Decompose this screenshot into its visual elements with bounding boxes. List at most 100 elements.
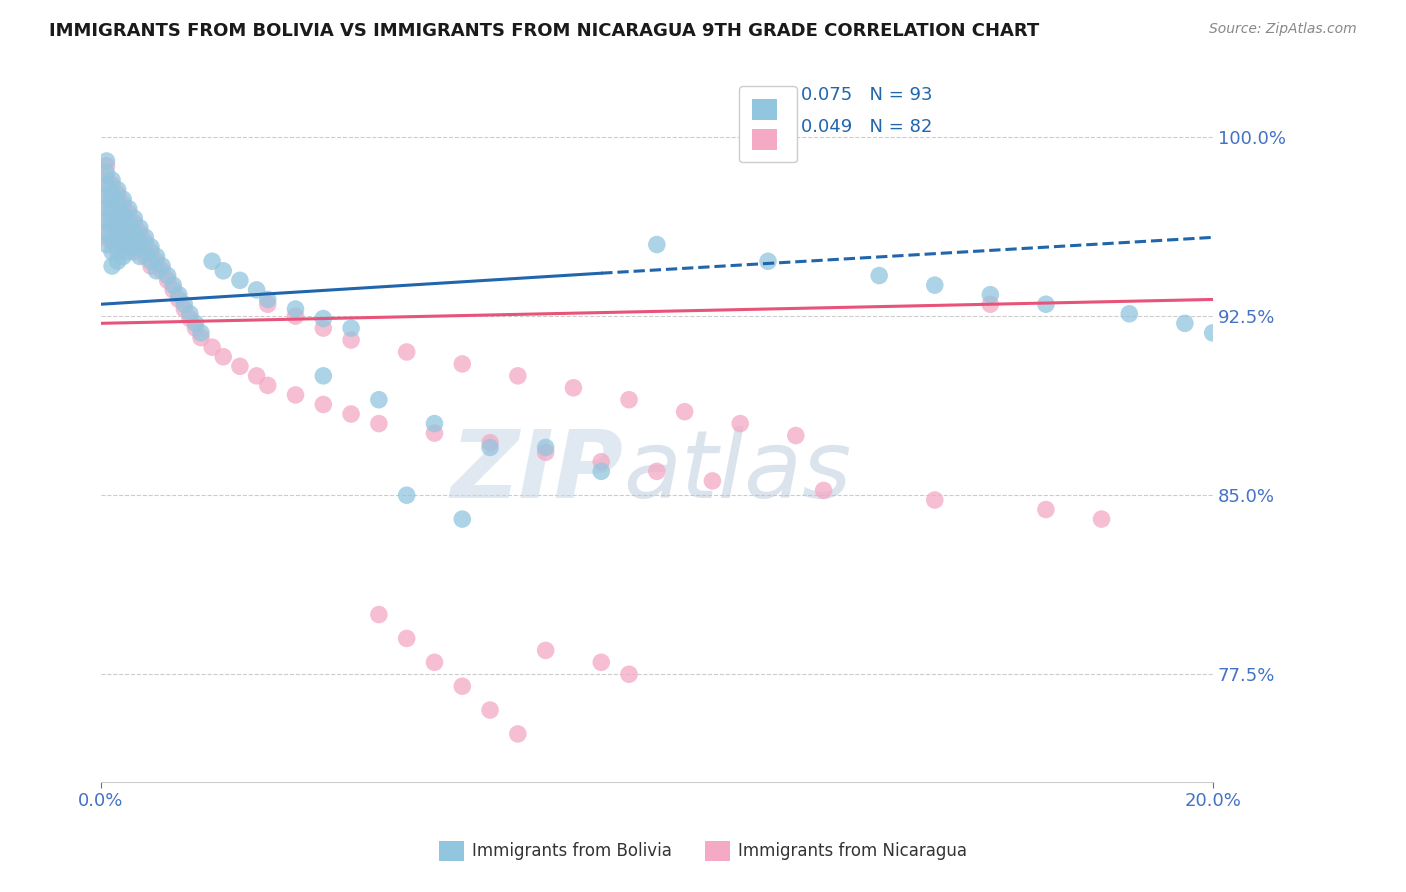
Point (107, 202, 129, 216)
Point (756, 254, 779, 268)
Point (112, 240, 135, 254)
Point (785, 428, 807, 442)
Point (101, 173, 124, 187)
Point (107, 183, 129, 197)
Point (284, 309, 307, 323)
Legend: , : , (740, 87, 797, 162)
Point (118, 244, 141, 259)
Point (246, 283, 269, 297)
Point (112, 192, 135, 206)
Point (134, 250, 156, 264)
Point (728, 417, 751, 431)
Point (107, 216, 129, 230)
Point (124, 216, 146, 230)
Point (96, 159, 118, 173)
Point (229, 273, 252, 287)
Point (479, 435, 502, 450)
Point (617, 667, 640, 681)
Point (256, 378, 278, 392)
Point (645, 237, 668, 252)
Point (179, 307, 201, 321)
Point (184, 321, 207, 335)
Point (395, 345, 418, 359)
Point (118, 235, 141, 249)
Point (190, 326, 212, 340)
Point (112, 211, 135, 226)
Point (118, 202, 141, 216)
Point (201, 340, 224, 354)
Point (134, 235, 156, 249)
Point (924, 493, 946, 508)
Point (124, 226, 146, 240)
Point (702, 474, 724, 488)
Point (395, 488, 418, 502)
Point (145, 254, 167, 268)
Point (96, 226, 118, 240)
Point (139, 254, 162, 268)
Point (312, 321, 335, 335)
Point (124, 240, 146, 254)
Point (101, 206, 124, 220)
Point (101, 192, 124, 206)
Text: R = 0.075   N = 93: R = 0.075 N = 93 (762, 86, 934, 104)
Text: R = 0.049   N = 82: R = 0.049 N = 82 (762, 118, 932, 136)
Point (107, 254, 129, 268)
Point (145, 264, 167, 278)
Point (101, 244, 124, 259)
Point (479, 441, 502, 455)
Point (134, 230, 156, 244)
Point (367, 417, 389, 431)
Point (101, 202, 124, 216)
Text: ZIP: ZIP (450, 425, 623, 518)
Point (139, 244, 162, 259)
Point (229, 359, 252, 374)
Point (96, 187, 118, 202)
Point (150, 264, 173, 278)
Point (112, 235, 135, 249)
Point (184, 316, 207, 330)
Point (591, 455, 613, 469)
Point (162, 278, 184, 293)
Point (145, 250, 167, 264)
Point (1035, 297, 1057, 311)
Point (128, 226, 150, 240)
Point (562, 381, 585, 395)
Point (423, 426, 446, 441)
Point (107, 226, 129, 240)
Point (423, 417, 446, 431)
Point (367, 607, 389, 622)
Point (673, 404, 696, 418)
Point (312, 368, 335, 383)
Point (534, 445, 557, 459)
Point (101, 216, 124, 230)
Point (96, 202, 118, 216)
Point (124, 211, 146, 226)
Point (101, 220, 124, 235)
Point (312, 397, 335, 411)
Point (173, 297, 195, 311)
Point (156, 268, 179, 283)
Point (423, 656, 446, 670)
Point (96, 216, 118, 230)
Point (256, 293, 278, 307)
Point (96, 230, 118, 244)
Point (96, 202, 118, 216)
Point (534, 441, 557, 455)
Point (96, 190, 118, 204)
Point (139, 259, 162, 273)
Point (201, 254, 224, 268)
Text: IMMIGRANTS FROM BOLIVIA VS IMMIGRANTS FROM NICARAGUA 9TH GRADE CORRELATION CHART: IMMIGRANTS FROM BOLIVIA VS IMMIGRANTS FR… (49, 22, 1039, 40)
Point (112, 250, 135, 264)
Point (150, 259, 173, 273)
Point (96, 213, 118, 227)
Point (813, 483, 835, 498)
Point (284, 388, 307, 402)
Point (246, 368, 269, 383)
Point (124, 244, 146, 259)
Point (1174, 316, 1197, 330)
Point (591, 656, 613, 670)
Point (162, 283, 184, 297)
Point (340, 407, 363, 421)
Point (128, 240, 150, 254)
Point (156, 273, 179, 287)
